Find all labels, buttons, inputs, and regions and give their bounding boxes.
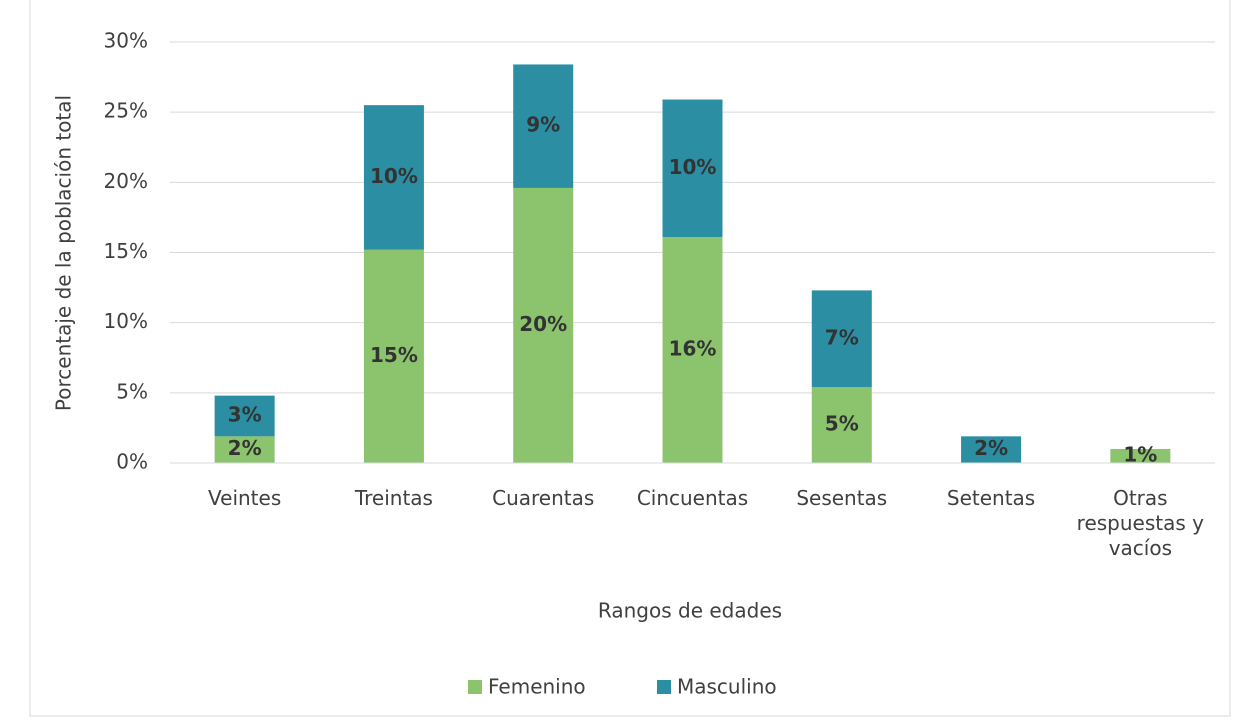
legend-label: Femenino bbox=[488, 675, 586, 699]
y-tick-label: 0% bbox=[116, 450, 148, 474]
data-label: 5% bbox=[825, 412, 859, 436]
data-label: 16% bbox=[669, 337, 717, 361]
bar-segment bbox=[811, 290, 872, 388]
bar-segment bbox=[662, 99, 723, 238]
x-tick-label: Cincuentas bbox=[636, 486, 749, 510]
y-tick-label: 15% bbox=[104, 239, 148, 263]
y-tick-label: 5% bbox=[116, 379, 148, 403]
y-tick-label: 25% bbox=[104, 99, 148, 123]
legend-swatch bbox=[657, 680, 671, 694]
data-label: 10% bbox=[370, 164, 418, 188]
bar-segment bbox=[214, 395, 275, 437]
y-tick-label: 20% bbox=[104, 169, 148, 193]
data-label: 15% bbox=[370, 343, 418, 367]
bar-segment bbox=[214, 436, 275, 463]
data-label: 9% bbox=[526, 113, 560, 137]
y-tick-label: 30% bbox=[104, 29, 148, 53]
bar-segment bbox=[961, 436, 1022, 463]
legend-label: Masculino bbox=[677, 675, 777, 699]
y-axis-label: Porcentaje de la población total bbox=[52, 95, 76, 411]
legend-swatch bbox=[468, 680, 482, 694]
bar-segment bbox=[363, 249, 424, 463]
bar-segment bbox=[513, 64, 574, 188]
bar-segment bbox=[811, 387, 872, 463]
x-tick-label: Treintas bbox=[354, 486, 433, 510]
bar-segment bbox=[1110, 448, 1171, 463]
data-label: 20% bbox=[519, 312, 567, 336]
x-tick-label: Sesentas bbox=[796, 486, 888, 510]
x-tick-label: Veintes bbox=[208, 486, 282, 510]
x-tick-label: Otras respuestas y vacíos bbox=[1076, 486, 1204, 560]
bar-segment bbox=[363, 105, 424, 250]
data-label: 10% bbox=[669, 155, 717, 179]
x-axis-label: Rangos de edades bbox=[598, 599, 782, 623]
data-label: 1% bbox=[1123, 442, 1157, 466]
y-tick-label: 10% bbox=[104, 309, 148, 333]
bar-segment bbox=[513, 187, 574, 464]
chart-frame bbox=[29, 0, 1231, 717]
bar-segment bbox=[662, 237, 723, 463]
data-label: 3% bbox=[228, 402, 262, 426]
x-tick-label: Cuarentas bbox=[492, 486, 595, 510]
data-label: 2% bbox=[974, 436, 1008, 460]
x-tick-label: Setentas bbox=[946, 486, 1036, 510]
data-label: 7% bbox=[825, 325, 859, 349]
data-label: 2% bbox=[228, 436, 262, 460]
